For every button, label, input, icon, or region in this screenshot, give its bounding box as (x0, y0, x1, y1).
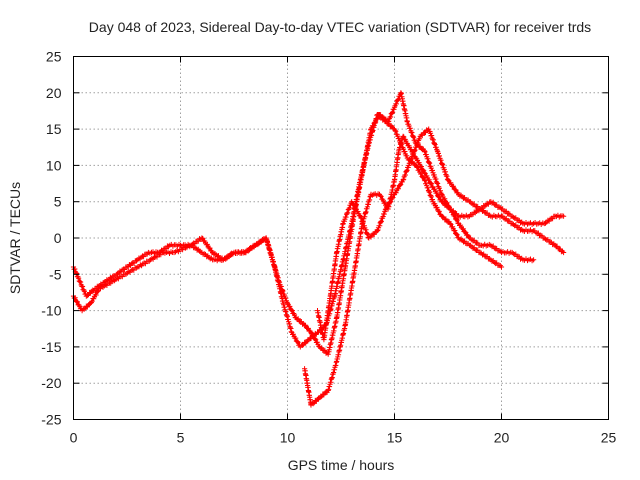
y-tick-label: 25 (46, 49, 62, 65)
data-layer (70, 90, 567, 408)
y-tick-label: 5 (54, 194, 62, 210)
series-4 (314, 126, 567, 343)
y-tick-label: -15 (41, 339, 61, 355)
axis-ticks: 0 5 10 15 20 25 -25 -20 -15 -10 -5 0 5 10 15 20 25 (41, 49, 616, 446)
chart-title: Day 048 of 2023, Sidereal Day-to-day VTE… (89, 19, 591, 35)
x-tick-label: 25 (601, 430, 617, 446)
series-markers (302, 133, 537, 408)
y-axis-label: SDTVAR / TECUs (7, 182, 23, 294)
y-tick-label: -10 (41, 303, 61, 319)
series-markers (314, 126, 567, 343)
x-tick-label: 10 (280, 430, 296, 446)
x-tick-label: 5 (177, 430, 185, 446)
y-tick-label: 15 (46, 121, 62, 137)
y-tick-label: -20 (41, 375, 61, 391)
y-tick-label: -25 (41, 412, 61, 428)
x-tick-label: 0 (70, 430, 78, 446)
grid (73, 56, 609, 420)
x-axis-label: GPS time / hours (288, 457, 395, 473)
x-tick-label: 20 (494, 430, 510, 446)
y-tick-label: 20 (46, 85, 62, 101)
x-tick-label: 15 (387, 430, 403, 446)
series-3 (302, 133, 537, 408)
y-tick-label: 0 (54, 230, 62, 246)
y-tick-label: -5 (49, 266, 62, 282)
y-tick-label: 10 (46, 157, 62, 173)
